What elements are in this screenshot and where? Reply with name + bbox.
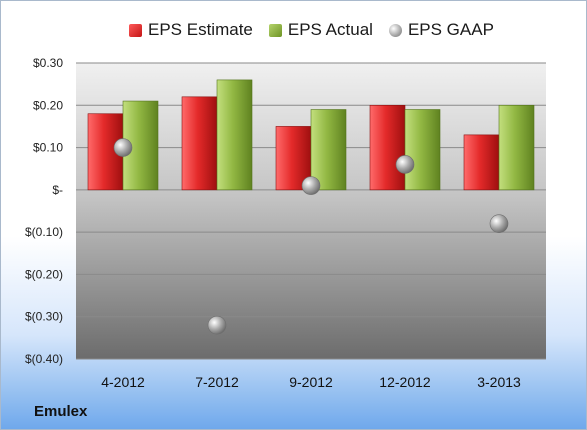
legend-label-eps-estimate: EPS Estimate — [148, 20, 253, 39]
x-tick-label: 12-2012 — [379, 374, 431, 390]
bar-eps-actual-7-2012 — [216, 79, 253, 191]
y-tick-label: $0.10 — [33, 141, 63, 155]
y-tick-label: $(0.30) — [25, 310, 63, 324]
point-eps-gaap-4-2012 — [113, 138, 133, 157]
company-label: Emulex — [34, 403, 88, 420]
legend-label-eps-gaap: EPS GAAP — [407, 20, 494, 39]
legend-item-eps-actual: EPS Actual — [268, 20, 373, 40]
legend: EPS Estimate EPS Actual EPS GAAP — [129, 17, 510, 43]
bar-eps-estimate-12-2012 — [369, 104, 406, 191]
legend-label-eps-actual: EPS Actual — [287, 20, 373, 39]
point-eps-gaap-7-2012 — [207, 315, 227, 335]
bar-eps-estimate-7-2012 — [181, 96, 218, 191]
x-tick-label: 7-2012 — [195, 374, 239, 390]
legend-swatch-eps-actual — [268, 23, 282, 37]
legend-item-eps-estimate: EPS Estimate — [129, 20, 253, 40]
y-tick-label: $0.30 — [33, 56, 63, 70]
x-tick-label: 4-2012 — [101, 374, 145, 390]
bar-eps-actual-9-2012 — [310, 109, 347, 191]
bar-eps-estimate-3-2013 — [463, 134, 500, 191]
x-tick-label: 9-2012 — [289, 374, 333, 390]
point-eps-gaap-3-2013 — [489, 214, 509, 233]
legend-item-eps-gaap: EPS GAAP — [388, 20, 494, 40]
x-tick-label: 3-2013 — [477, 374, 521, 390]
point-eps-gaap-12-2012 — [395, 155, 415, 174]
y-tick-label: $(0.10) — [25, 225, 63, 239]
bar-eps-actual-12-2012 — [404, 109, 441, 191]
y-tick-label: $(0.20) — [25, 267, 63, 281]
y-tick-label: $0.20 — [33, 98, 63, 112]
point-eps-gaap-9-2012 — [301, 176, 321, 195]
bar-eps-actual-3-2013 — [498, 104, 535, 191]
y-tick-label: $(0.40) — [25, 352, 63, 366]
y-tick-label: $- — [52, 183, 63, 197]
legend-swatch-eps-estimate — [129, 23, 142, 37]
legend-swatch-eps-gaap — [388, 23, 402, 37]
